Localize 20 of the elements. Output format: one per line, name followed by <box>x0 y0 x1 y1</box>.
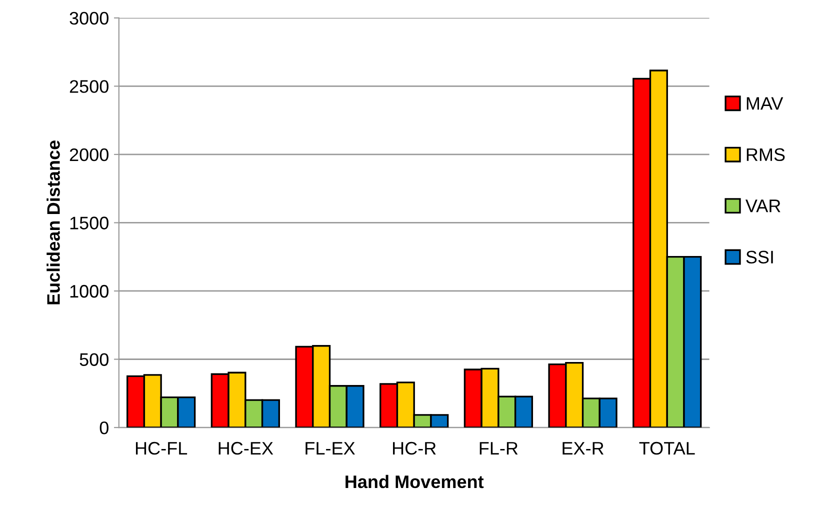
legend-label: SSI <box>746 250 773 264</box>
x-tick-label: HC-FL <box>136 442 188 455</box>
y-axis-title: Euclidean Distance <box>46 140 60 304</box>
legend-label: RMS <box>746 148 785 162</box>
y-tick-label: 2500 <box>70 80 108 93</box>
x-tick-label: FL-R <box>480 442 518 454</box>
legend-label: VAR <box>745 200 780 212</box>
y-tick-label: 1500 <box>70 216 108 230</box>
x-axis-title: Hand Movement <box>346 474 484 488</box>
x-tick-label: HC-EX <box>218 442 274 455</box>
x-tick-label: TOTAL <box>639 442 695 455</box>
y-tick-label: 3000 <box>70 12 108 25</box>
legend-label: MAV <box>746 97 784 110</box>
x-tick-label: EX-R <box>562 442 604 454</box>
x-tick-label: HC-R <box>393 442 436 455</box>
y-tick-label: 500 <box>80 353 108 366</box>
y-tick-label: 0 <box>100 421 108 434</box>
y-tick-label: 2000 <box>70 148 108 162</box>
y-tick-label: 1000 <box>70 284 108 298</box>
x-tick-label: FL-EX <box>306 442 355 454</box>
